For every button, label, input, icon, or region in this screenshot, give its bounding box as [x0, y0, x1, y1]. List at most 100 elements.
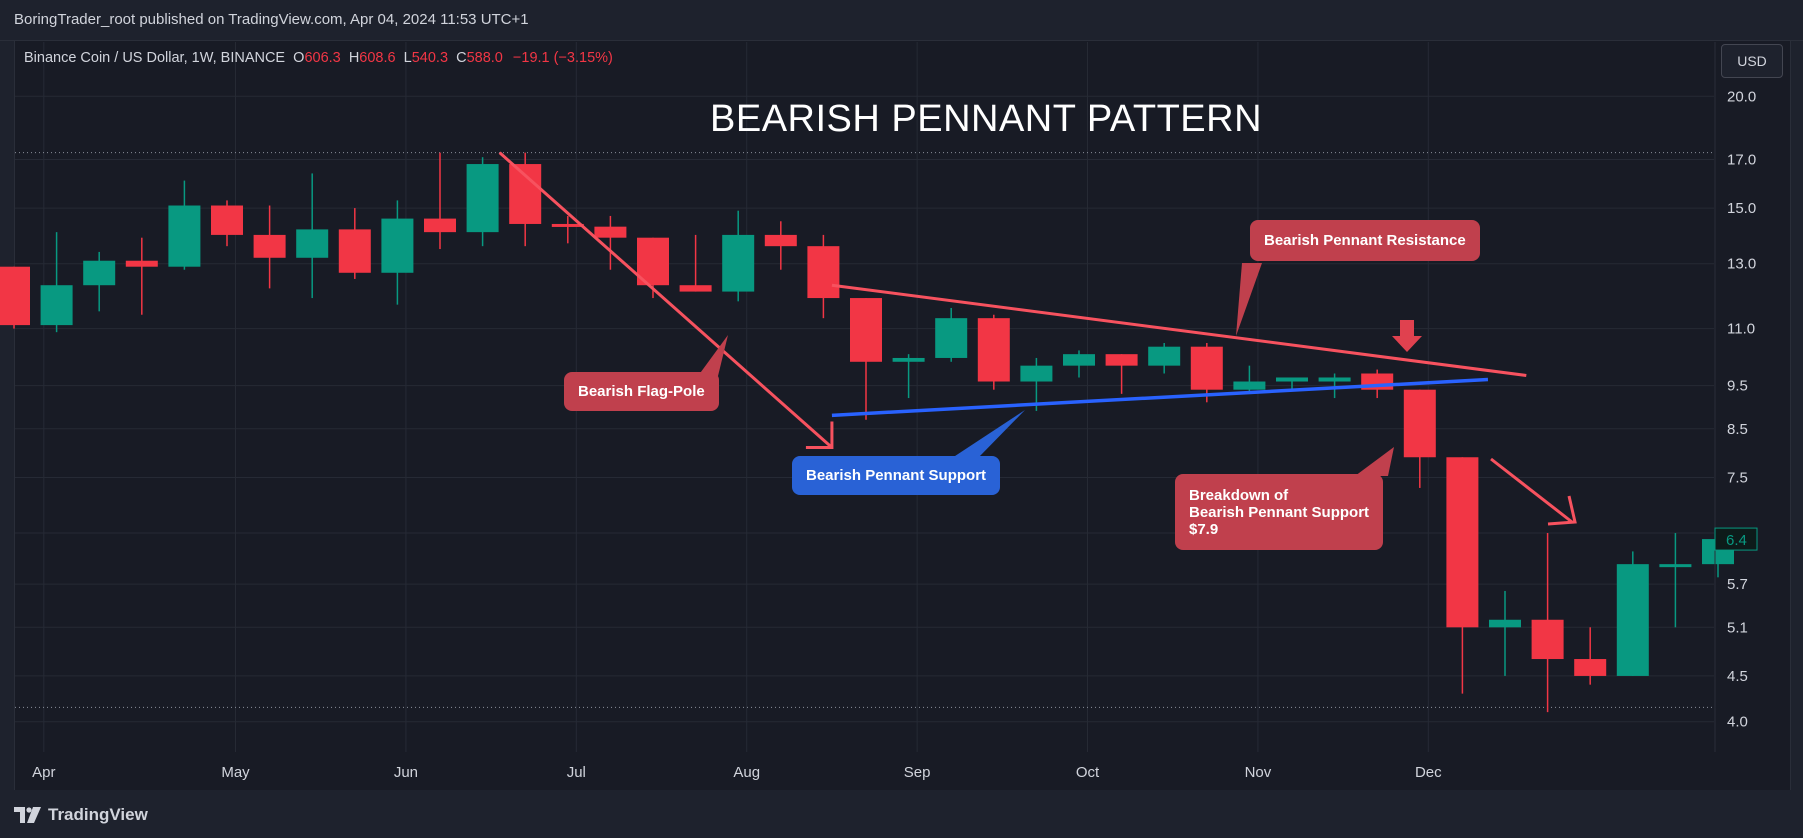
candle-body	[1318, 377, 1351, 382]
candle-body	[977, 318, 1010, 382]
candle-body	[1403, 389, 1436, 458]
footer	[0, 790, 1803, 838]
candle-body	[594, 226, 627, 238]
resistance-annotation[interactable]: Bearish Pennant Resistance	[1250, 220, 1480, 261]
flag-pole-callout-tail	[698, 335, 728, 376]
x-tick-label: Nov	[1245, 764, 1272, 781]
publish-info: BoringTrader_root published on TradingVi…	[14, 11, 529, 28]
symbol-name: Binance Coin / US Dollar, 1W, BINANCE	[24, 50, 286, 66]
candle-body	[1105, 354, 1138, 366]
y-tick-label: 20.0	[1727, 88, 1756, 105]
candle-body	[892, 357, 925, 362]
y-tick-label: 5.1	[1727, 619, 1748, 636]
high-label: H	[348, 50, 360, 66]
chart-grid	[15, 42, 1714, 752]
down-arrow-marker	[1392, 320, 1422, 352]
brand-name: TradingView	[48, 805, 148, 824]
x-tick-label: Jun	[394, 764, 418, 781]
candle-body	[338, 229, 371, 273]
x-tick-label: Oct	[1076, 764, 1100, 781]
y-tick-label: 8.5	[1727, 421, 1748, 438]
candle-body	[1233, 381, 1266, 390]
x-tick-label: Aug	[733, 764, 760, 781]
candle-body	[0, 266, 30, 326]
open-label: O	[293, 50, 305, 66]
change-value: −19.1 (−3.15%)	[512, 50, 613, 66]
y-tick-label: 5.7	[1727, 576, 1748, 593]
breakdown-line-2: Bearish Pennant Support	[1189, 504, 1370, 521]
candle-body	[1489, 619, 1521, 628]
chart-area[interactable]	[14, 40, 1791, 792]
y-tick-label: 9.5	[1727, 378, 1748, 395]
y-tick-label: 17.0	[1727, 151, 1756, 168]
breakdown-arrowhead	[1547, 495, 1577, 526]
y-tick-label: 7.5	[1727, 469, 1748, 486]
candle-body	[211, 205, 243, 235]
x-axis: Apr May Jun Jul Aug Sep Oct Nov Dec	[32, 764, 1442, 781]
y-tick-label: 4.5	[1727, 668, 1748, 685]
x-tick-label: Jul	[567, 764, 586, 781]
candle-body	[935, 318, 968, 358]
trendlines-layer	[498, 151, 1577, 526]
candle-body	[722, 234, 755, 292]
chart-title: BEARISH PENNANT PATTERN	[710, 98, 1263, 140]
open-value: 606.3	[304, 50, 341, 66]
currency-button[interactable]: USD	[1721, 44, 1783, 78]
candle-body	[296, 229, 329, 258]
breakdown-arrow-line	[1490, 457, 1573, 524]
candle-body	[764, 234, 797, 247]
flag-pole-line	[498, 151, 833, 449]
candle-body	[253, 234, 286, 258]
candle-body	[850, 298, 882, 362]
candle-body	[679, 285, 712, 292]
flag-pole-annotation[interactable]: Bearish Flag-Pole	[564, 372, 719, 411]
support-callout-tail	[952, 410, 1025, 458]
candle-body	[168, 205, 201, 267]
candle-body	[1276, 377, 1308, 382]
symbol-legend: Binance Coin / US Dollar, 1W, BINANCE O6…	[24, 50, 613, 66]
candle-body	[1531, 619, 1564, 660]
x-tick-label: Dec	[1415, 764, 1442, 781]
tradingview-icon	[14, 807, 41, 823]
candle-body	[1574, 659, 1607, 676]
candle-body	[1616, 564, 1649, 676]
breakdown-annotation[interactable]: Breakdown of Bearish Pennant Support $7.…	[1175, 474, 1384, 550]
candle-body	[1190, 346, 1223, 390]
candle-body	[551, 223, 584, 227]
candle-body	[125, 260, 158, 267]
breakdown-line-1: Breakdown of	[1189, 487, 1289, 504]
candle-body	[83, 260, 116, 286]
y-tick-label: 13.0	[1727, 256, 1756, 273]
y-tick-label: 15.0	[1727, 200, 1756, 217]
tradingview-logo[interactable]: TradingView	[14, 805, 148, 825]
candle-body	[1020, 365, 1053, 382]
y-tick-label: 11.0	[1727, 321, 1755, 338]
candle-body	[466, 164, 499, 233]
breakdown-callout-tail	[1355, 447, 1394, 476]
candles-layer	[0, 152, 1734, 713]
breakdown-line-3: $7.9	[1189, 521, 1219, 538]
resistance-callout-tail	[1236, 263, 1262, 336]
x-tick-label: Apr	[32, 764, 55, 781]
low-value: 540.3	[411, 50, 449, 66]
candle-body	[1148, 346, 1181, 366]
low-label: L	[403, 50, 412, 66]
candle-body	[509, 164, 542, 224]
support-line	[831, 377, 1489, 418]
candle-body	[40, 285, 73, 326]
resistance-line	[831, 283, 1527, 377]
y-tick-label: 4.0	[1727, 714, 1748, 731]
x-tick-label: Sep	[904, 764, 931, 781]
last-price-label: 6.4	[1726, 532, 1747, 549]
close-label: C	[456, 50, 467, 66]
candle-body	[807, 246, 840, 299]
candle-body	[1659, 564, 1692, 568]
high-value: 608.6	[359, 50, 396, 66]
y-axis: 20.017.015.013.011.09.58.57.56.55.75.14.…	[1714, 42, 1758, 752]
close-value: 588.0	[466, 50, 503, 66]
candle-body	[424, 218, 456, 233]
candle-body	[381, 218, 414, 273]
x-tick-label: May	[221, 764, 250, 781]
support-annotation[interactable]: Bearish Pennant Support	[792, 456, 1001, 495]
